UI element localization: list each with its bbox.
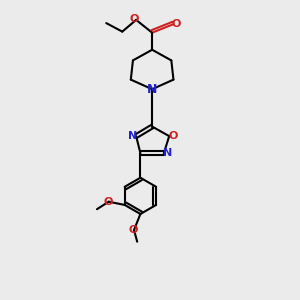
Text: O: O	[172, 19, 181, 29]
Text: N: N	[146, 83, 157, 96]
Text: O: O	[129, 225, 138, 236]
Text: N: N	[128, 131, 137, 141]
Text: N: N	[163, 148, 172, 158]
Text: O: O	[168, 131, 178, 141]
Text: O: O	[103, 196, 113, 206]
Text: O: O	[130, 14, 139, 24]
